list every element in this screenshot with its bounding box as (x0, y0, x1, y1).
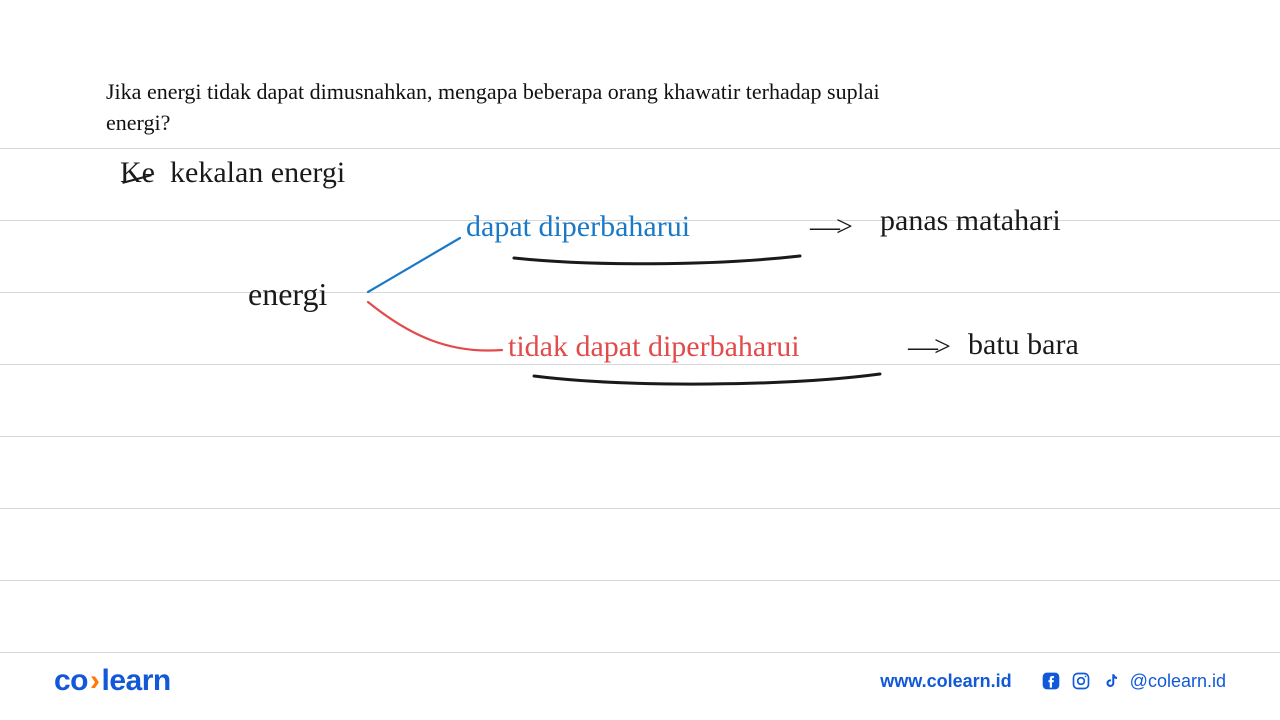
branch-top-label: dapat diperbaharui (466, 210, 690, 244)
branch-top-underline (510, 252, 810, 272)
handwriting-struck-prefix: ke (120, 156, 155, 190)
branch-line-bottom (360, 296, 510, 366)
social-icons: @colearn.id (1040, 670, 1226, 692)
footer-handle[interactable]: @colearn.id (1130, 671, 1226, 692)
footer: co›learn www.colearn.id @colearn.id (0, 650, 1280, 720)
logo-dot: › (88, 664, 102, 697)
rule-line (0, 508, 1280, 509)
branch-bottom-underline (530, 372, 890, 392)
rule-line (0, 292, 1280, 293)
footer-right: www.colearn.id @colearn.id (880, 670, 1226, 692)
tree-root-label: energi (248, 276, 327, 313)
branch-line-top (360, 230, 470, 300)
tiktok-icon[interactable] (1100, 670, 1122, 692)
rule-line (0, 148, 1280, 149)
rule-line (0, 436, 1280, 437)
rule-line (0, 364, 1280, 365)
arrow-icon: —> (810, 210, 849, 244)
instagram-icon[interactable] (1070, 670, 1092, 692)
question-text: Jika energi tidak dapat dimusnahkan, men… (106, 77, 906, 139)
brand-logo: co›learn (54, 664, 171, 698)
rule-line (0, 580, 1280, 581)
logo-part-right: learn (102, 664, 171, 697)
arrow-icon: —> (908, 330, 947, 364)
facebook-icon[interactable] (1040, 670, 1062, 692)
logo-part-left: co (54, 664, 88, 697)
branch-top-example: panas matahari (880, 204, 1061, 238)
footer-url[interactable]: www.colearn.id (880, 671, 1011, 692)
branch-bottom-label: tidak dapat diperbaharui (508, 330, 800, 364)
handwriting-law-label: kekalan energi (170, 156, 345, 190)
branch-bottom-example: batu bara (968, 328, 1079, 362)
